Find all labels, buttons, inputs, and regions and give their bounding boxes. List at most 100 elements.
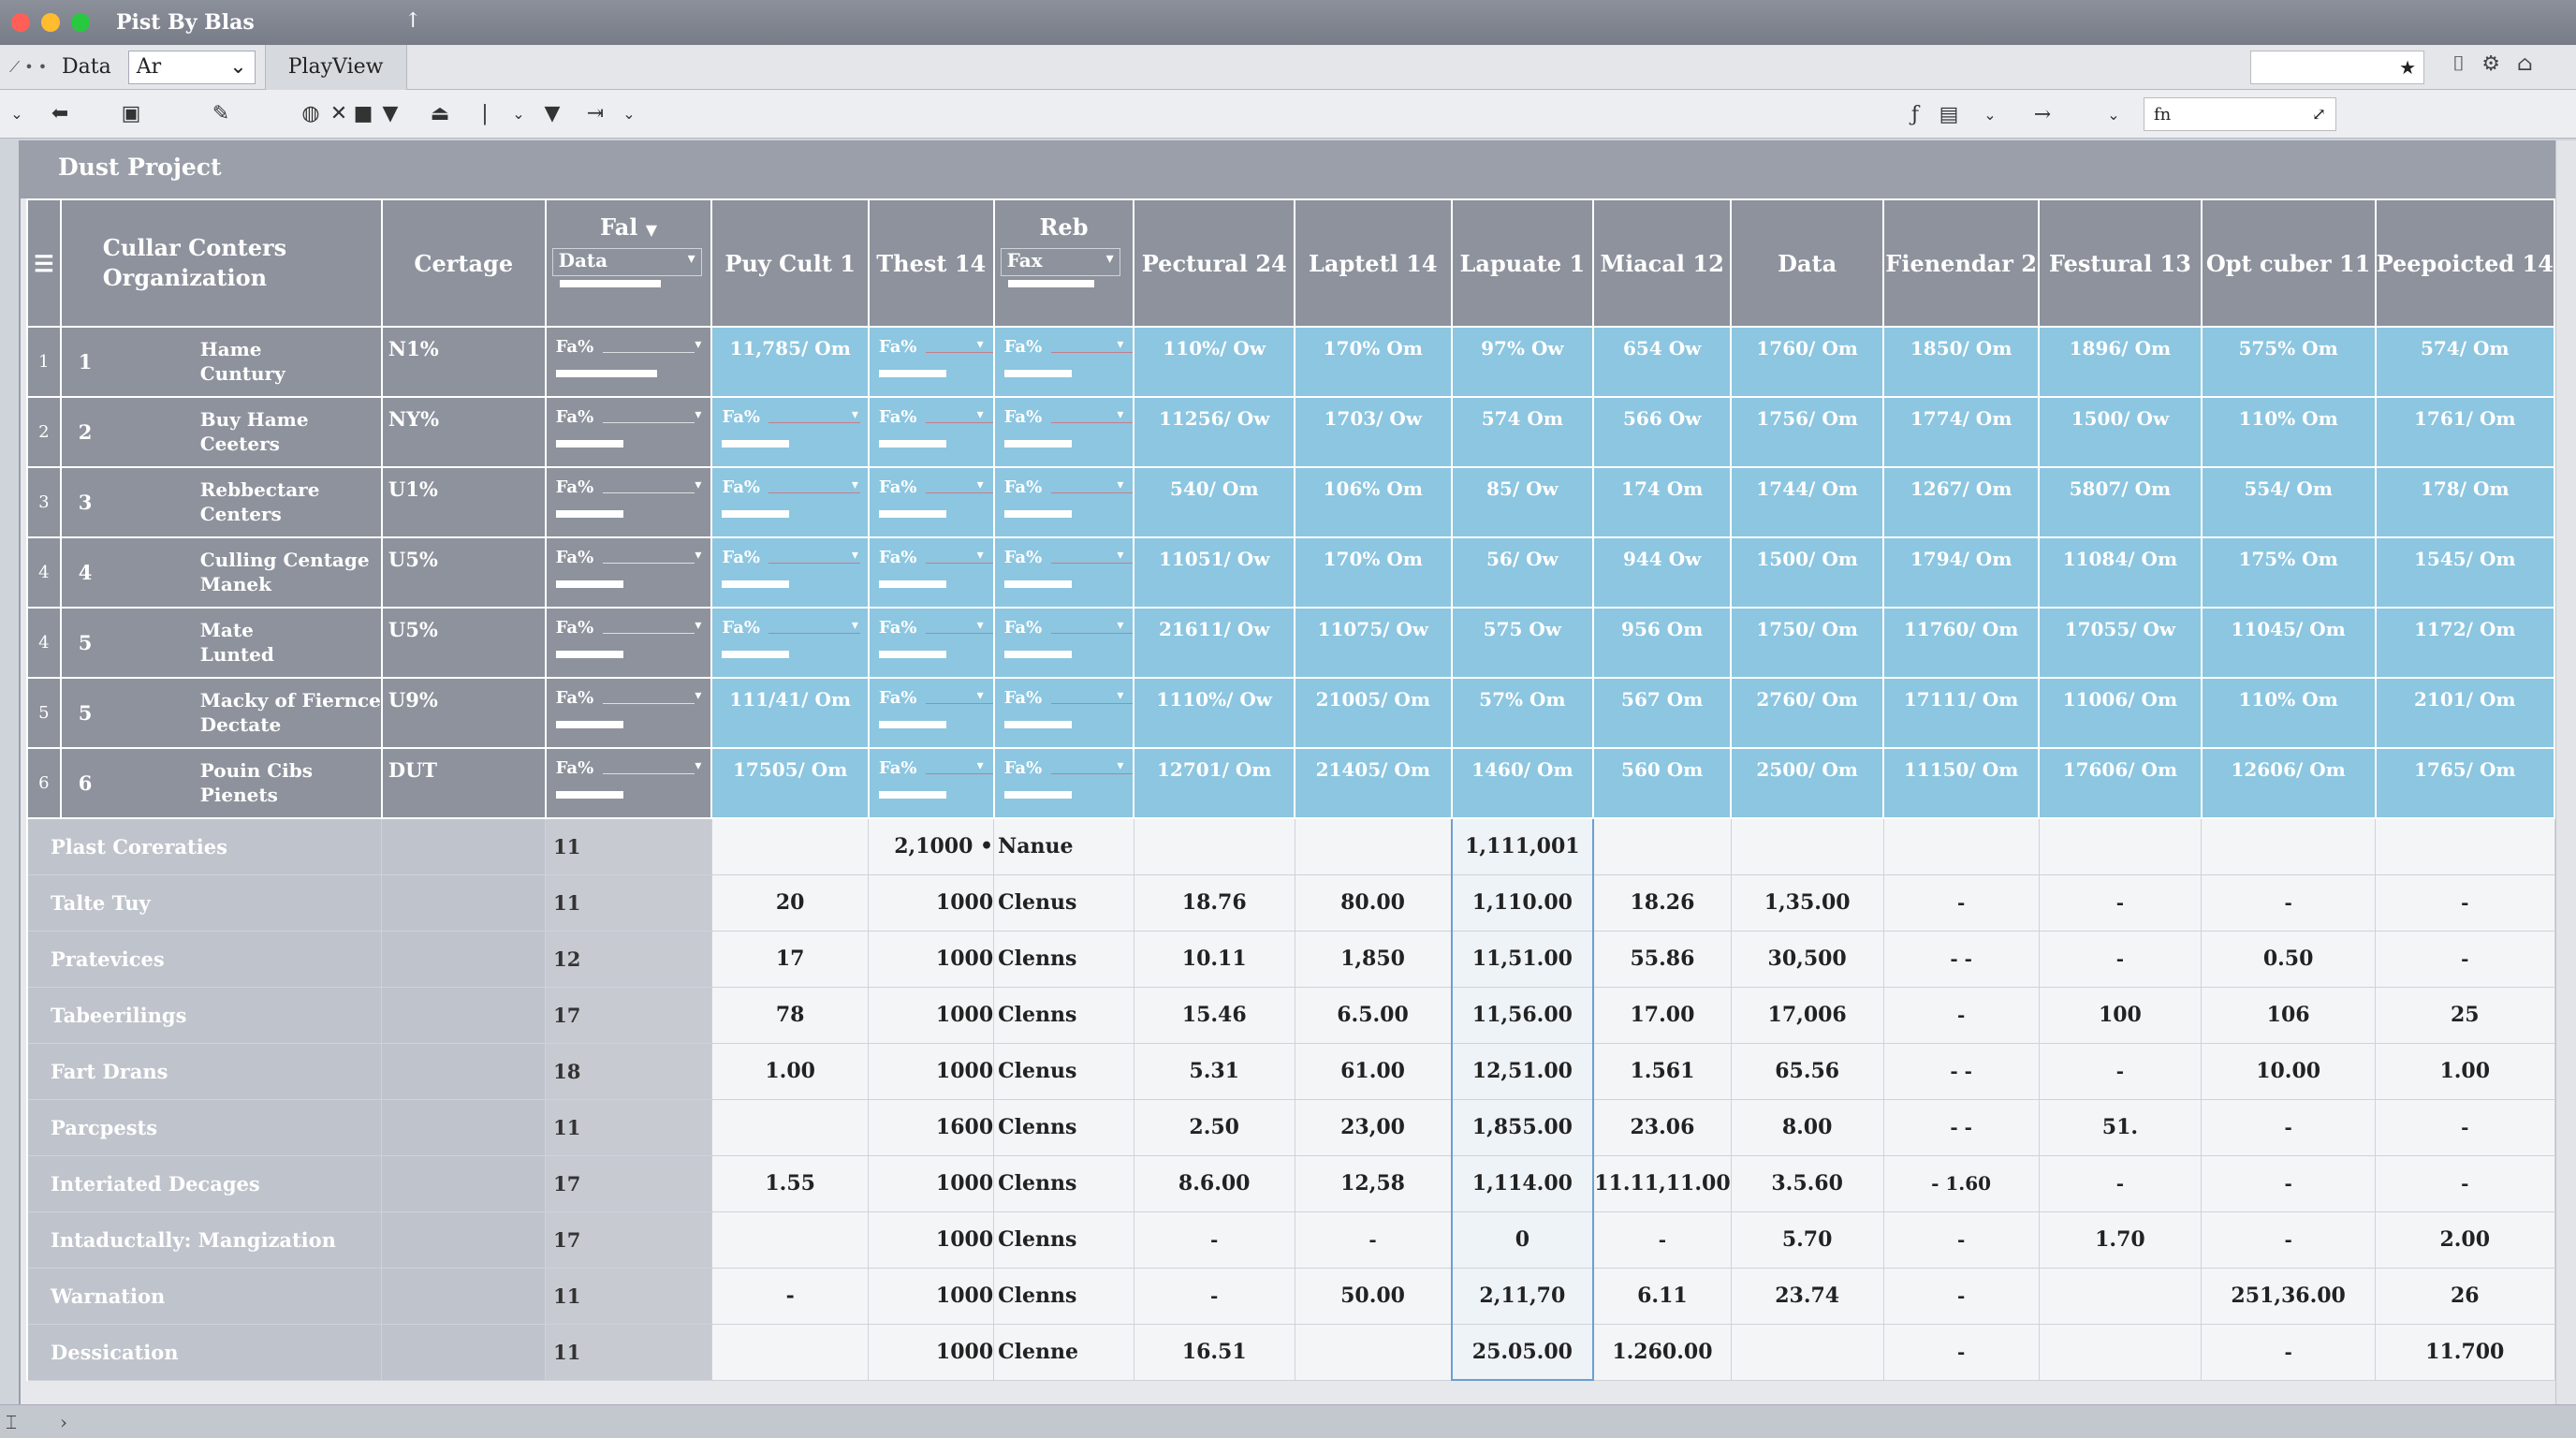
table-cell[interactable]: Clenus [993,1042,1134,1100]
formula-input[interactable]: fn ⤢ [2144,97,2336,131]
table-cell[interactable]: Clenns [993,930,1134,988]
table-row[interactable]: 1 1 Hame Cuntury N1% Fa% ▾ 11,785/ Om Fa% ▾ … [26,326,2556,398]
chevron-down-icon[interactable]: ▾ [1117,618,1124,633]
dropdown-cell[interactable]: Fa% ▾ [867,326,995,398]
table-cell[interactable]: - - [1882,1098,2040,1156]
chevron-down-icon[interactable]: ▾ [851,407,858,422]
dropdown-cell[interactable]: Fa% ▾ [544,747,713,819]
chevron-down-icon[interactable]: ▾ [1117,688,1124,703]
table-cell[interactable]: 23.74 [1730,1267,1884,1325]
table-cell[interactable]: Nanue [993,817,1134,875]
expand-icon[interactable]: ⤢ [2311,104,2326,125]
chevron-right-icon[interactable]: › [60,1410,67,1433]
view-dropdown[interactable]: Ar ⌄ [127,50,256,84]
table-cell[interactable]: 170% Om [1294,536,1453,609]
table-row[interactable]: Pratevices 12 17 1000 Clenns 10.11 1,850 11,51.… [26,930,2555,988]
table-cell[interactable]: 1750/ Om [1730,607,1885,679]
table-cell[interactable]: 18.76 [1133,873,1295,932]
count-cell[interactable]: 11 [545,1098,712,1156]
table-cell[interactable]: 20 [710,873,870,932]
dropdown-cell[interactable]: Fa% ▾ [992,677,1135,749]
table-cell[interactable] [710,1211,870,1269]
table-cell[interactable]: 11150/ Om [1882,747,2041,819]
table-cell[interactable]: 1,855.00 [1450,1098,1595,1156]
summary-label[interactable]: Talte Tuy [26,873,383,932]
table-row[interactable]: 4 5 Mate Lunted U5% Fa% ▾ Fa% ▾ Fa% ▾ Fa% ▾ … [26,607,2556,679]
table-cell[interactable] [1592,817,1732,875]
table-row[interactable]: Talte Tuy 11 20 1000 Clenus 18.76 80.00 1,110.0… [26,873,2555,932]
table-cell[interactable]: 12,51.00 [1450,1042,1595,1100]
table-cell[interactable]: - 1.60 [1882,1154,2040,1212]
chevron-down-icon[interactable]: ▾ [976,548,984,563]
table-cell[interactable]: 1600 [868,1098,995,1156]
table-cell[interactable]: 111/41/ Om [710,677,870,749]
table-cell[interactable]: 8.00 [1730,1098,1884,1156]
table-cell[interactable]: - [2201,873,2377,932]
table-cell[interactable]: 25 [2375,986,2555,1044]
table-cell[interactable]: 17055/ Ow [2038,607,2203,679]
dropdown-cell[interactable]: Fa% ▾ [992,747,1135,819]
cert-cell[interactable]: U5% [380,607,547,679]
summary-label[interactable]: Tabeerilings [26,986,383,1044]
table-cell[interactable]: 100 [2038,986,2203,1044]
table-cell[interactable]: 575% Om [2200,326,2377,398]
dropdown-cell[interactable]: Fa% ▾ [544,677,713,749]
table-row[interactable]: 5 5 Macky of Fiernce Dectate U9% Fa% ▾ 111/4… [26,677,2556,749]
table-cell[interactable]: 110%/ Ow [1133,326,1296,398]
table-cell[interactable]: 1500/ Om [1730,536,1885,609]
save-icon[interactable]: ▤ [1939,102,1959,126]
table-cell[interactable]: - [2201,1154,2377,1212]
table-cell[interactable]: 5807/ Om [2038,466,2203,538]
org-cell[interactable]: 4 Culling Centage Manek [59,536,383,609]
dropdown-cell[interactable]: Fa% ▾ [867,747,995,819]
table-cell[interactable]: 6.5.00 [1294,986,1453,1044]
table-cell[interactable]: 15.46 [1133,986,1295,1044]
table-cell[interactable]: 11.11,11.00 [1592,1154,1732,1212]
row-number[interactable]: 6 [26,747,62,819]
table-cell[interactable]: 17111/ Om [1882,677,2041,749]
table-cell[interactable]: 17 [710,930,870,988]
up-arrow-icon[interactable]: ↑ [404,9,422,33]
col-header[interactable]: Festural 13 [2038,198,2203,328]
table-cell[interactable]: 11.700 [2375,1323,2555,1381]
table-cell[interactable]: 1.55 [710,1154,870,1212]
camera-icon[interactable]: ⌷ [2452,52,2466,76]
table-cell[interactable]: 175% Om [2200,536,2377,609]
table-cell[interactable]: 1460/ Om [1450,747,1595,819]
col-header-fal[interactable]: Fal ▼ Data [544,198,713,328]
table-cell[interactable]: 106% Om [1294,466,1453,538]
back-arrow-icon[interactable]: ⬅ [51,102,69,125]
table-cell[interactable]: 11,51.00 [1450,930,1595,988]
table-cell[interactable]: 1000 [868,1267,995,1325]
forward-arrow-icon[interactable]: → [2033,102,2052,126]
dropdown-cell[interactable]: Fa% ▾ [710,536,870,609]
summary-label[interactable]: Parcpests [26,1098,383,1156]
table-cell[interactable]: 1,114.00 [1450,1154,1595,1212]
table-cell[interactable]: - [2038,930,2203,988]
chevron-down-icon[interactable]: ▾ [695,548,702,563]
table-cell[interactable] [2038,817,2203,875]
table-cell[interactable]: - [2038,1042,2203,1100]
table-cell[interactable]: 21005/ Om [1294,677,1453,749]
table-cell[interactable]: 17,006 [1730,986,1884,1044]
table-cell[interactable]: - [710,1267,870,1325]
table-cell[interactable]: 1.561 [1592,1042,1732,1100]
table-cell[interactable]: 12606/ Om [2200,747,2377,819]
table-cell[interactable]: 1500/ Ow [2038,396,2203,468]
table-cell[interactable]: - [2038,1154,2203,1212]
table-cell[interactable]: - [1592,1211,1732,1269]
table-cell[interactable]: 1.00 [2375,1042,2555,1100]
cert-cell[interactable]: U9% [380,677,547,749]
dropdown-cell[interactable]: Fa% ▾ [710,396,870,468]
table-cell[interactable] [2038,1267,2203,1325]
table-cell[interactable]: 1760/ Om [1730,326,1885,398]
table-cell[interactable]: 5.70 [1730,1211,1884,1269]
formula-icon[interactable]: ƒ [1910,102,1920,126]
table-cell[interactable]: 1.260.00 [1592,1323,1732,1381]
close-window-button[interactable] [11,13,30,32]
count-cell[interactable]: 11 [545,1323,712,1381]
col-header-cert[interactable]: Certage [380,198,547,328]
dropdown-cell[interactable]: Fa% ▾ [544,536,713,609]
table-cell[interactable]: 12,58 [1294,1154,1453,1212]
col-header[interactable]: Opt cuber 11 [2200,198,2377,328]
